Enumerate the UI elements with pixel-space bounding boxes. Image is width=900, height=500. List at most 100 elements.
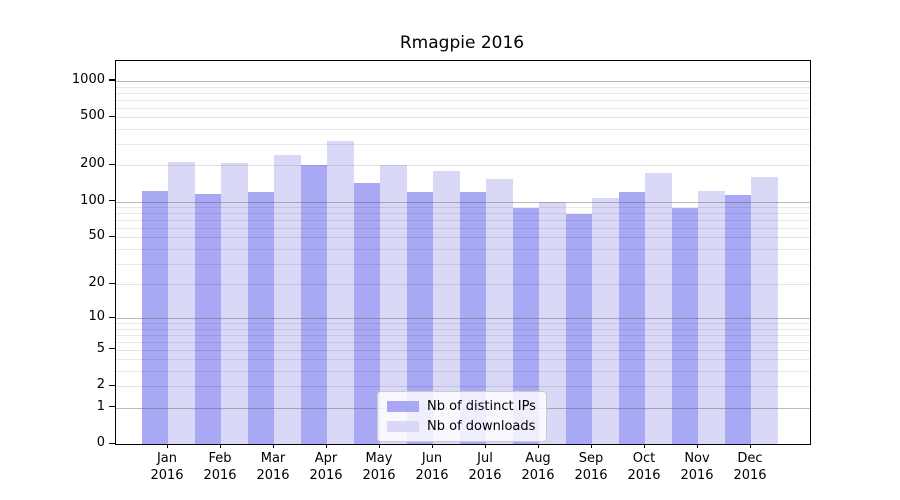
gridline-100 — [116, 201, 810, 203]
gridline-7 — [116, 334, 810, 336]
x-tick-mark — [166, 444, 168, 448]
chart-title: Rmagpie 2016 — [399, 33, 525, 53]
legend-item-distinct-ips: Nb of distinct IPs — [387, 399, 536, 414]
gridline-30 — [116, 263, 810, 265]
bar-ips-may — [353, 182, 380, 444]
gridline-70 — [116, 220, 810, 221]
bar-ips-feb — [194, 193, 221, 444]
gridline-4 — [116, 359, 810, 361]
x-tick-mark — [590, 444, 592, 448]
bar-ips-oct — [618, 191, 645, 444]
bar-ips-mar — [247, 192, 274, 444]
y-tick-label: 100 — [80, 192, 105, 208]
gridline-500 — [116, 117, 810, 119]
gridline-8 — [116, 328, 810, 330]
gridline-400 — [116, 129, 810, 130]
y-tick-label: 2 — [96, 377, 105, 393]
legend-swatch-distinct-ips — [387, 401, 419, 412]
bar-ips-sep — [565, 213, 592, 444]
bar-ips-jan — [141, 191, 168, 444]
gridline-300 — [116, 144, 810, 146]
x-tick-mark — [378, 444, 380, 448]
y-tick-label: 20 — [88, 275, 105, 290]
x-tick-mark — [484, 444, 486, 448]
gridline-9 — [116, 323, 810, 324]
bar-downloads-dec — [751, 177, 778, 444]
gridline-80 — [116, 213, 810, 215]
plot-area — [115, 60, 811, 445]
gridline-2 — [116, 386, 810, 388]
bar-downloads-sep — [592, 197, 619, 444]
y-tick-mark — [109, 115, 115, 117]
bar-downloads-apr — [327, 141, 354, 444]
gridline-20 — [116, 284, 810, 285]
x-tick-mark — [749, 444, 751, 448]
x-tick-label-may: May 2016 — [362, 451, 396, 483]
y-tick-label: 50 — [88, 228, 105, 244]
bar-ips-nov — [671, 208, 698, 444]
x-tick-mark — [325, 444, 327, 448]
x-tick-label-jul: Jul 2016 — [468, 451, 502, 483]
gridline-800 — [116, 92, 810, 94]
legend-label-distinct-ips: Nb of distinct IPs — [427, 399, 536, 414]
x-tick-label-oct: Oct 2016 — [627, 451, 661, 483]
y-tick-label: 5 — [96, 340, 105, 356]
legend-label-downloads: Nb of downloads — [427, 419, 536, 434]
x-tick-label-nov: Nov 2016 — [680, 451, 714, 483]
y-tick-label: 500 — [80, 108, 105, 124]
x-tick-mark — [272, 444, 274, 448]
x-tick-mark — [696, 444, 698, 448]
y-tick-label: 200 — [80, 156, 105, 172]
gridline-60 — [116, 228, 810, 229]
y-tick-mark — [109, 442, 115, 444]
y-tick-mark — [109, 282, 115, 284]
bar-downloads-feb — [221, 162, 248, 444]
y-tick-mark — [109, 235, 115, 238]
legend: Nb of distinct IPs Nb of downloads — [377, 391, 547, 442]
gridline-600 — [116, 107, 810, 109]
gridline-40 — [116, 248, 810, 250]
x-tick-label-jun: Jun 2016 — [415, 451, 449, 483]
y-tick-mark — [109, 200, 115, 202]
x-tick-label-aug: Aug 2016 — [521, 451, 555, 483]
gridline-3 — [116, 371, 810, 373]
bar-downloads-nov — [698, 191, 725, 444]
x-tick-mark — [219, 444, 221, 448]
legend-swatch-downloads — [387, 421, 419, 432]
x-tick-mark — [537, 444, 539, 448]
gridline-1000 — [116, 80, 810, 82]
bar-ips-apr — [300, 165, 327, 444]
gridline-700 — [116, 99, 810, 101]
bar-downloads-jan — [168, 161, 195, 444]
x-tick-label-sep: Sep 2016 — [574, 451, 608, 483]
bar-downloads-mar — [274, 155, 301, 444]
y-tick-label: 10 — [88, 309, 105, 324]
gridline-90 — [116, 207, 810, 208]
legend-item-downloads: Nb of downloads — [387, 419, 536, 434]
y-tick-mark — [109, 406, 115, 408]
y-tick-mark — [109, 163, 115, 165]
x-tick-label-apr: Apr 2016 — [309, 451, 343, 483]
x-tick-mark — [643, 444, 645, 448]
bar-ips-dec — [724, 195, 751, 444]
x-tick-label-mar: Mar 2016 — [256, 451, 290, 483]
x-tick-mark — [431, 444, 433, 448]
y-tick-mark — [109, 384, 115, 386]
gridline-10 — [116, 318, 810, 319]
y-tick-label: 1 — [96, 398, 105, 414]
x-tick-label-feb: Feb 2016 — [203, 451, 237, 483]
y-tick-mark — [109, 316, 115, 318]
gridline-900 — [116, 86, 810, 88]
gridline-200 — [116, 165, 810, 167]
gridline-6 — [116, 341, 810, 343]
y-tick-label: 1000 — [71, 71, 105, 87]
gridline-5 — [116, 349, 810, 351]
x-tick-label-jan: Jan 2016 — [150, 451, 184, 483]
y-tick-mark — [109, 79, 115, 81]
x-tick-label-dec: Dec 2016 — [733, 451, 767, 483]
gridline-50 — [116, 237, 810, 239]
y-tick-label: 0 — [96, 435, 105, 450]
y-tick-mark — [109, 348, 115, 350]
bar-downloads-oct — [645, 173, 672, 444]
